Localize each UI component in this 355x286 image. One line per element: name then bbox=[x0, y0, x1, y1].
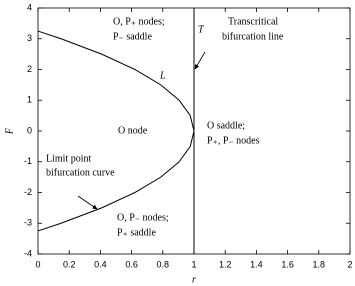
x-tick-label: 0.8 bbox=[157, 259, 170, 269]
y-tick-label: -2 bbox=[24, 187, 32, 197]
arrow bbox=[77, 195, 98, 210]
annotation: O, P₋ nodes; bbox=[117, 212, 169, 223]
annotation: O saddle; bbox=[207, 120, 245, 131]
y-tick-label: 4 bbox=[27, 2, 32, 12]
annotation: O node bbox=[118, 125, 148, 136]
x-tick-label: 2 bbox=[347, 259, 352, 269]
x-axis-label: r bbox=[192, 274, 196, 285]
annotation: P₊ saddle bbox=[117, 227, 156, 238]
annotation: Transcritical bbox=[228, 16, 278, 27]
x-tick-label: 1 bbox=[191, 259, 196, 269]
y-tick-label: 3 bbox=[27, 33, 32, 43]
y-axis-label: F bbox=[4, 127, 15, 135]
x-tick-label: 1.6 bbox=[281, 259, 294, 269]
series-line bbox=[37, 30, 195, 232]
x-tick-label: 0.2 bbox=[63, 259, 76, 269]
x-tick-label: 0 bbox=[35, 259, 40, 269]
y-tick-label: -4 bbox=[24, 248, 32, 258]
annotation: bifurcation curve bbox=[46, 167, 115, 178]
arrow bbox=[194, 51, 206, 70]
y-tick-label: 2 bbox=[27, 64, 32, 74]
annotation: Limit point bbox=[46, 153, 92, 164]
annotation: bifurcation line bbox=[222, 31, 284, 42]
annotation: P₊, P₋ nodes bbox=[207, 135, 260, 146]
y-tick-label: 0 bbox=[27, 125, 32, 135]
x-tick-label: 0.4 bbox=[94, 259, 107, 269]
series-label: T bbox=[198, 24, 205, 35]
x-tick-label: 0.6 bbox=[125, 259, 138, 269]
y-tick-label: 1 bbox=[27, 95, 32, 105]
x-tick-label: 1.8 bbox=[313, 259, 326, 269]
annotation: P₋ saddle bbox=[113, 31, 152, 42]
y-tick-label: -3 bbox=[24, 218, 32, 228]
annotation: O, P₊ nodes; bbox=[113, 16, 165, 27]
x-tick-label: 1.2 bbox=[219, 259, 232, 269]
series-label: L bbox=[159, 70, 166, 81]
y-tick-label: -1 bbox=[24, 156, 32, 166]
x-tick-label: 1.4 bbox=[250, 259, 263, 269]
